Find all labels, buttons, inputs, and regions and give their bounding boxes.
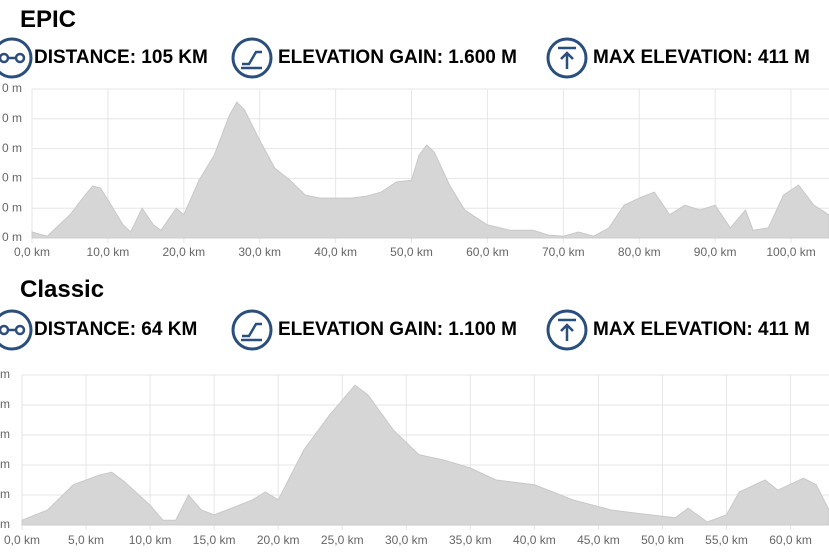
- y-tick-label: m: [0, 457, 10, 471]
- y-tick-label: m: [0, 517, 10, 531]
- x-tick-label: 40,0 km: [314, 245, 357, 259]
- stat-text: DISTANCE: 64 KM: [34, 319, 197, 340]
- x-tick-label: 10,0 km: [87, 245, 130, 259]
- stat-icon: [241, 50, 262, 70]
- stat-text: MAX ELEVATION: 411 M: [593, 47, 810, 68]
- section-title: Classic: [20, 276, 104, 303]
- y-tick-label: 0 m: [2, 111, 22, 125]
- x-tick-label: 20,0 km: [257, 533, 300, 547]
- elevation-area: [21, 384, 829, 526]
- y-tick-label: m: [0, 427, 10, 441]
- stat-icon: [558, 318, 576, 341]
- stat-icon: [0, 324, 10, 336]
- x-tick-label: 30,0 km: [238, 245, 281, 259]
- stat-icon: [231, 37, 273, 79]
- stat-icon: [231, 309, 273, 351]
- x-tick-label: 70,0 km: [542, 245, 585, 259]
- x-tick-label: 30,0 km: [385, 533, 428, 547]
- elevation-area: [31, 101, 829, 239]
- x-tick-label: 50,0 km: [390, 245, 433, 259]
- x-tick-label: 100,0 km: [766, 245, 815, 259]
- y-tick-label: m: [0, 487, 10, 501]
- stat-text: ELEVATION GAIN: 1.600 M: [278, 47, 517, 68]
- stat-icon: [0, 52, 10, 64]
- stat-icon: [546, 309, 588, 351]
- x-tick-label: 60,0 km: [466, 245, 509, 259]
- stat-icon: [14, 324, 26, 336]
- x-tick-label: 50,0 km: [641, 533, 684, 547]
- x-tick-label: 20,0 km: [162, 245, 205, 259]
- x-tick-label: 5,0 km: [68, 533, 104, 547]
- stat-icon: [14, 52, 26, 64]
- x-tick-label: 55,0 km: [705, 533, 748, 547]
- x-tick-label: 35,0 km: [449, 533, 492, 547]
- y-tick-label: 0 m: [2, 200, 22, 214]
- x-tick-label: 60,0 km: [769, 533, 812, 547]
- y-tick-label: 0 m: [2, 141, 22, 155]
- stat-text: ELEVATION GAIN: 1.100 M: [278, 319, 517, 340]
- x-tick-label: 45,0 km: [577, 533, 620, 547]
- x-tick-label: 90,0 km: [694, 245, 737, 259]
- x-tick-label: 0,0 km: [14, 245, 50, 259]
- y-tick-label: m: [0, 367, 10, 381]
- y-tick-label: m: [0, 397, 10, 411]
- stat-icon: [0, 309, 33, 351]
- stat-text: MAX ELEVATION: 411 M: [593, 319, 810, 340]
- x-tick-label: 25,0 km: [321, 533, 364, 547]
- section-title: EPIC: [20, 6, 76, 33]
- x-tick-label: 80,0 km: [618, 245, 661, 259]
- x-tick-label: 15,0 km: [193, 533, 236, 547]
- stat-icon: [558, 46, 576, 69]
- stat-icon: [0, 37, 33, 79]
- stat-text: DISTANCE: 105 KM: [34, 47, 208, 68]
- y-tick-label: 0 m: [2, 171, 22, 185]
- stat-icon: [546, 37, 588, 79]
- x-tick-label: 40,0 km: [513, 533, 556, 547]
- y-tick-label: 0 m: [2, 81, 22, 95]
- stat-icon: [241, 322, 262, 342]
- x-tick-label: 0,0 km: [4, 533, 40, 547]
- x-tick-label: 10,0 km: [129, 533, 172, 547]
- y-tick-label: 0 m: [2, 230, 22, 244]
